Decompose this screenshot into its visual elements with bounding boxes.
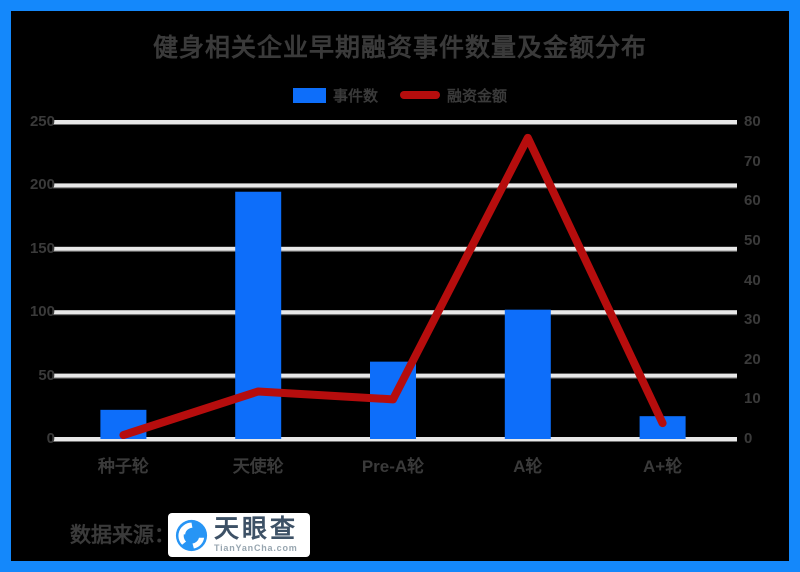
tianyancha-logo-text-block: 天眼查 TianYanCha.com: [214, 515, 299, 554]
y-left-tick-0: 0: [46, 430, 55, 447]
y-right-tick-70: 70: [744, 152, 761, 170]
gridline-100: [53, 310, 737, 315]
tianyancha-logo-name: 天眼查: [214, 515, 299, 543]
x-category-种子轮: 种子轮: [97, 457, 149, 476]
y-right-tick-0: 0: [744, 430, 753, 447]
tianyancha-logo-domain: TianYanCha.com: [214, 543, 298, 553]
gridline-200: [53, 183, 737, 188]
gridline-shadow-200: [53, 187, 737, 189]
y-right-tick-20: 20: [744, 350, 761, 368]
gridline-shadow-0: [53, 441, 737, 442]
bar-天使轮: [235, 191, 282, 439]
legend-label-events: 事件数: [332, 87, 378, 105]
chart-title: 健身相关企业早期融资事件数量及金额分布: [152, 34, 647, 62]
data-source-label: 数据来源：: [70, 524, 175, 547]
y-left-tick-50: 50: [38, 366, 55, 384]
y-right-tick-50: 50: [744, 231, 761, 249]
gridline-150: [53, 246, 737, 251]
bar-A+轮: [639, 416, 686, 439]
gridline-shadow-150: [53, 250, 737, 252]
legend-item-events: 事件数: [292, 85, 378, 106]
y-right-tick-30: 30: [744, 311, 761, 329]
combo-chart-plot: [53, 120, 737, 442]
y-right-tick-60: 60: [744, 192, 761, 210]
x-category-天使轮: 天使轮: [232, 457, 284, 476]
y-right-tick-10: 10: [744, 390, 761, 408]
legend-item-amount: 融资金额: [400, 85, 507, 106]
tianyancha-logo: 天眼查 TianYanCha.com: [168, 513, 310, 557]
tianyancha-swirl-icon: [175, 519, 208, 551]
x-category-A+轮: A+轮: [642, 457, 683, 476]
bar-A轮: [504, 309, 551, 439]
legend-line-swatch-icon: [400, 91, 440, 99]
y-left-tick-250: 250: [29, 113, 55, 130]
chart-legend: 事件数 融资金额: [11, 82, 789, 108]
y-right-tick-80: 80: [744, 113, 761, 130]
y-right-tick-40: 40: [744, 271, 761, 289]
x-category-Pre-A轮: Pre-A轮: [361, 457, 425, 476]
gridline-shadow-250: [53, 124, 737, 125]
y-left-tick-100: 100: [29, 303, 55, 321]
legend-bar-swatch-icon: [292, 87, 326, 103]
y-left-tick-200: 200: [29, 176, 55, 194]
amount-line: [119, 133, 667, 440]
gridline-shadow-100: [53, 314, 737, 316]
x-category-A轮: A轮: [513, 457, 543, 476]
legend-label-amount: 融资金额: [447, 87, 508, 105]
y-left-tick-150: 150: [29, 239, 55, 257]
gridline-250: [53, 120, 737, 124]
